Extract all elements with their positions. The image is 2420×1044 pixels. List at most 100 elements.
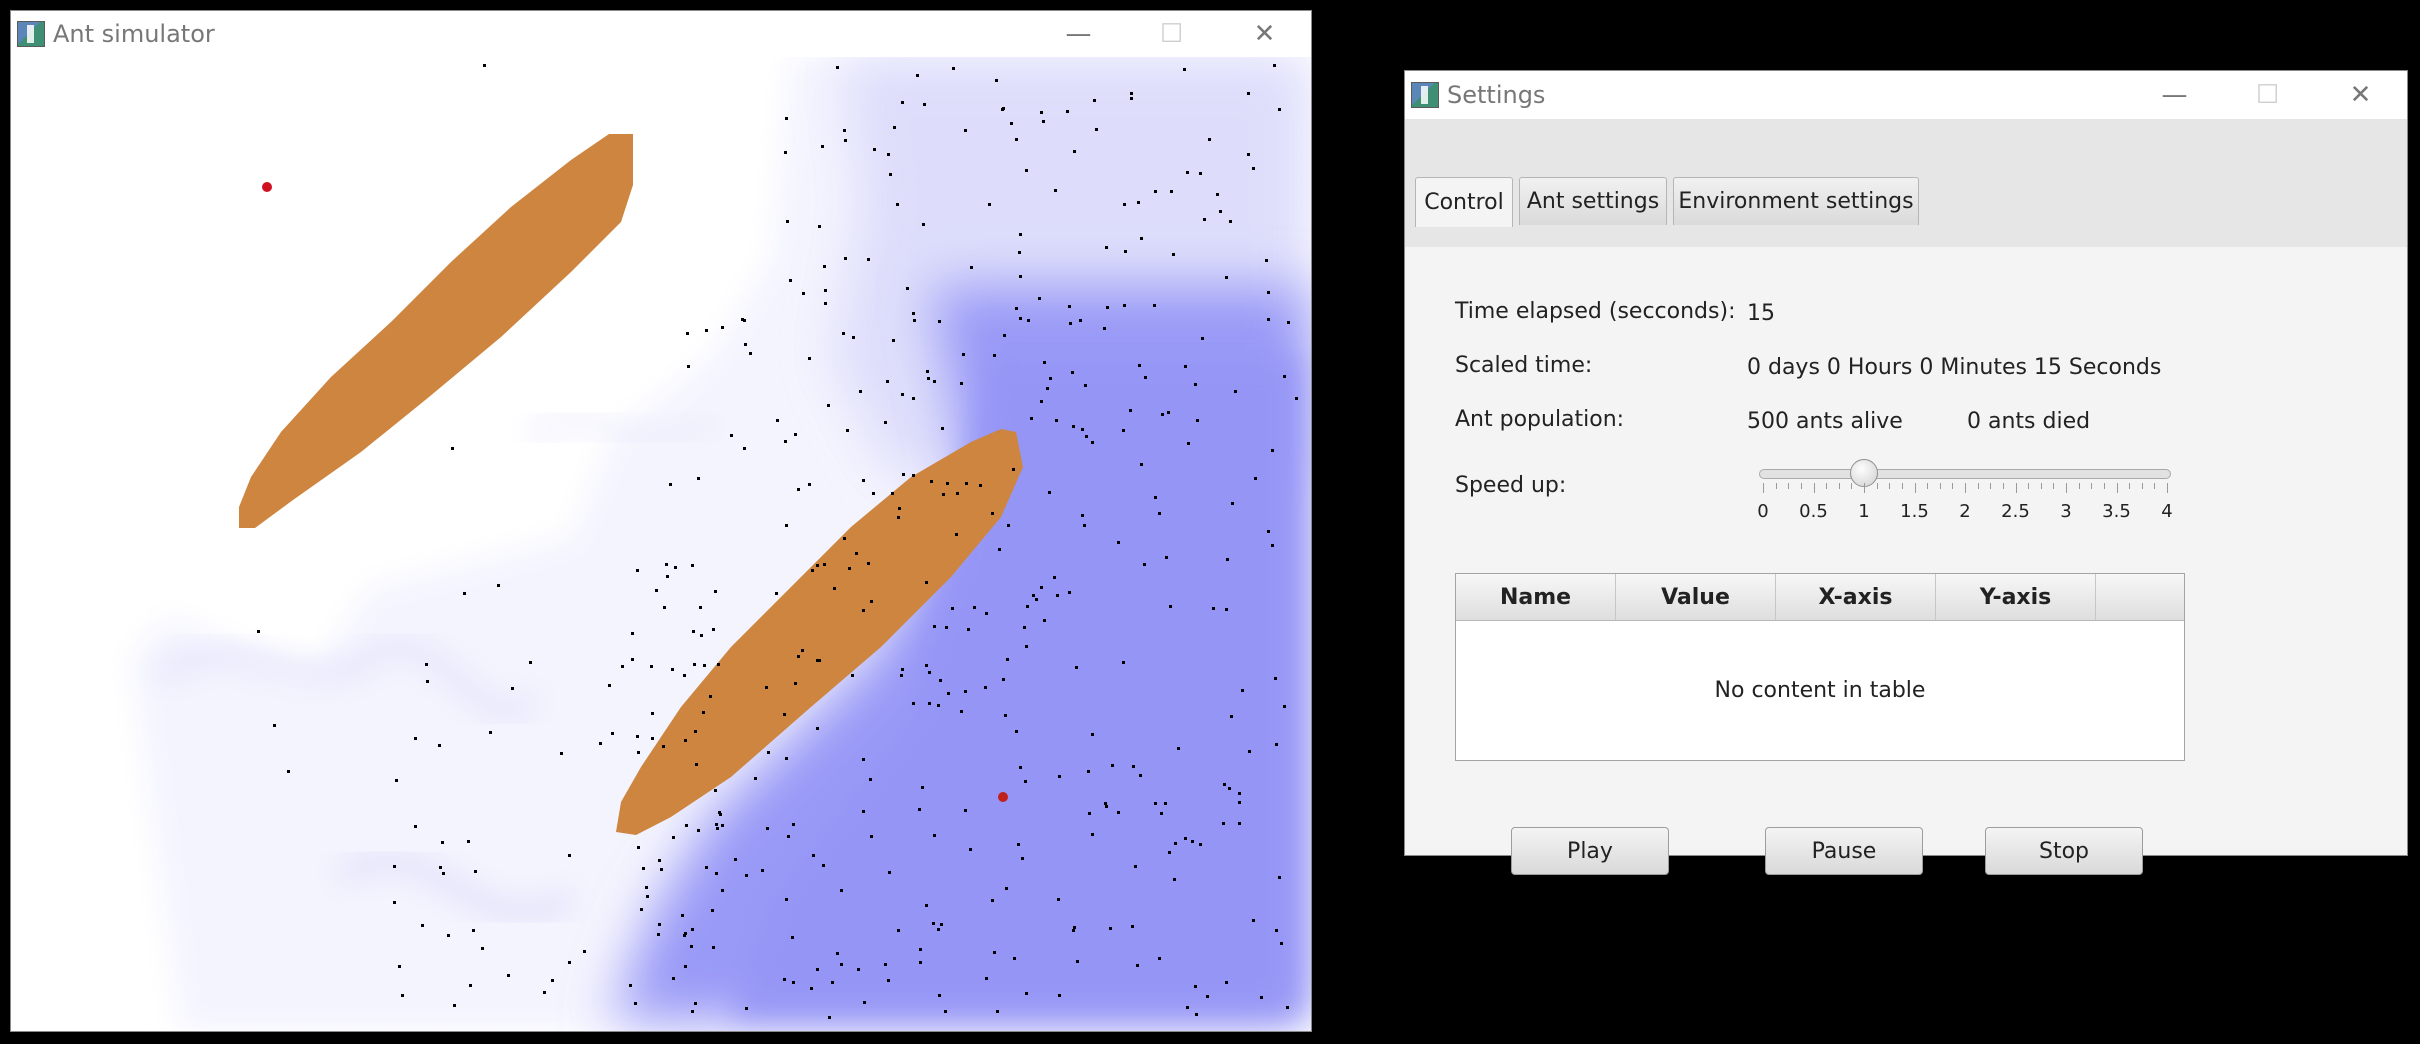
close-button[interactable]: ✕ <box>2349 80 2372 110</box>
ant-icon <box>1287 321 1290 324</box>
column-header-y-axis[interactable]: Y-axis <box>1936 574 2096 620</box>
ant-icon <box>998 548 1001 551</box>
ant-icon <box>1252 167 1255 170</box>
ant-icon <box>808 483 811 486</box>
ant-icon <box>922 223 925 226</box>
ant-icon <box>1278 108 1281 111</box>
ants-died-value: 0 ants died <box>1967 409 2091 434</box>
ant-icon <box>886 380 889 383</box>
ant-icon <box>808 357 811 360</box>
ant-icon <box>784 440 787 443</box>
ant-icon <box>741 318 744 321</box>
ant-icon <box>1117 811 1120 814</box>
ant-icon <box>1079 319 1082 322</box>
ant-icon <box>1030 417 1033 420</box>
ant-icon <box>1160 812 1163 815</box>
slider-tick <box>2154 483 2156 489</box>
stop-button[interactable]: Stop <box>1985 827 2143 875</box>
slider-tick <box>1864 483 1865 493</box>
ant-icon <box>960 382 963 385</box>
slider-tick <box>2053 483 2055 489</box>
column-header-x-axis[interactable]: X-axis <box>1776 574 1936 620</box>
close-button[interactable]: ✕ <box>1253 19 1276 49</box>
ant-simulator-window: Ant simulator — ☐ ✕ <box>10 10 1312 1032</box>
values-table[interactable]: Name Value X-axis Y-axis No content in t… <box>1455 573 2185 761</box>
ant-icon <box>1006 658 1009 661</box>
maximize-button[interactable]: ☐ <box>2255 80 2280 110</box>
ant-icon <box>1275 743 1278 746</box>
ant-icon <box>662 745 665 748</box>
ant-icon <box>902 473 905 476</box>
column-header-name[interactable]: Name <box>1456 574 1616 620</box>
ant-icon <box>816 564 819 567</box>
ant-icon <box>692 630 695 633</box>
minimize-button[interactable]: — <box>1065 19 1092 49</box>
ant-icon <box>786 220 789 223</box>
ant-icon <box>745 874 748 877</box>
ant-icon <box>985 977 988 980</box>
ant-icon <box>792 823 795 826</box>
ant-icon <box>693 663 696 666</box>
ant-icon <box>1219 210 1222 213</box>
ant-icon <box>816 659 819 662</box>
ant-icon <box>1073 150 1076 153</box>
ant-icon <box>637 751 640 754</box>
ant-icon <box>1122 429 1125 432</box>
ant-icon <box>761 869 764 872</box>
tab-environment-settings[interactable]: Environment settings <box>1673 177 1919 225</box>
ant-icon <box>640 908 643 911</box>
ant-icon <box>453 1004 456 1007</box>
time-elapsed-value: 15 <box>1747 301 1775 326</box>
ant-icon <box>991 899 994 902</box>
ant-icon <box>671 668 674 671</box>
ant-icon <box>884 963 887 966</box>
ant-icon <box>928 702 931 705</box>
ant-icon <box>637 846 640 849</box>
ant-icon <box>1046 387 1049 390</box>
ant-icon <box>794 433 797 436</box>
slider-tick <box>1775 483 1777 489</box>
ant-icon <box>1105 246 1108 249</box>
column-header-value[interactable]: Value <box>1616 574 1776 620</box>
time-elapsed-label: Time elapsed (secconds): <box>1455 299 1736 324</box>
ant-icon <box>672 836 675 839</box>
ant-icon <box>873 148 876 151</box>
ant-icon <box>823 265 826 268</box>
ant-icon <box>1208 138 1211 141</box>
settings-titlebar[interactable]: Settings — ☐ ✕ <box>1405 71 2407 119</box>
tab-control[interactable]: Control <box>1415 177 1513 227</box>
ant-icon <box>1254 477 1257 480</box>
app-icon <box>1411 82 1439 108</box>
ant-icon <box>716 827 719 830</box>
ant-icon <box>745 1007 748 1010</box>
slider-tick <box>1788 483 1790 489</box>
slider-tick-label: 0.5 <box>1799 501 1828 522</box>
ant-icon <box>714 789 717 792</box>
sim-titlebar[interactable]: Ant simulator — ☐ ✕ <box>11 11 1311 57</box>
ant-icon <box>1154 802 1157 805</box>
ant-icon <box>529 661 532 664</box>
ant-icon <box>846 429 849 432</box>
minimize-button[interactable]: — <box>2161 80 2188 110</box>
column-header-filler <box>2096 574 2184 620</box>
speed-up-slider[interactable]: 0 0.5 1 1.5 2 2.5 3 3.5 4 <box>1755 459 2175 549</box>
ant-icon <box>642 867 645 870</box>
play-button[interactable]: Play <box>1511 827 1669 875</box>
tab-ant-settings[interactable]: Ant settings <box>1519 177 1667 225</box>
ant-icon <box>1015 307 1018 310</box>
maximize-button[interactable]: ☐ <box>1159 19 1184 49</box>
pause-button[interactable]: Pause <box>1765 827 1923 875</box>
slider-track[interactable] <box>1759 469 2171 479</box>
ant-icon <box>1225 276 1228 279</box>
ant-icon <box>1058 994 1061 997</box>
ant-icon <box>818 659 821 662</box>
ant-icon <box>1271 449 1274 452</box>
ant-icon <box>1004 714 1007 717</box>
ant-icon <box>1201 337 1204 340</box>
ant-icon <box>867 258 870 261</box>
ant-icon <box>870 835 873 838</box>
ant-icon <box>1091 441 1094 444</box>
ant-icon <box>674 566 677 569</box>
simulation-canvas[interactable] <box>11 57 1311 1031</box>
scaled-time-value: 0 days 0 Hours 0 Minutes 15 Seconds <box>1747 355 2162 380</box>
